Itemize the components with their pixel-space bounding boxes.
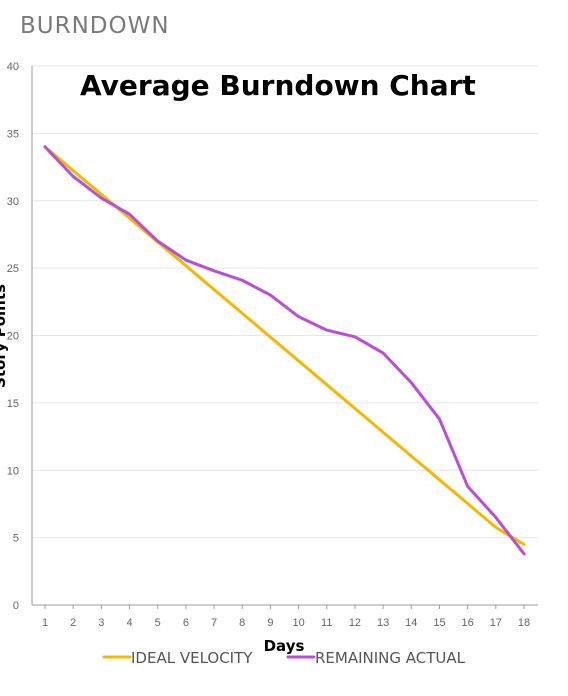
y-tick-label: 30 bbox=[7, 196, 19, 208]
legend: IDEAL VELOCITY REMAINING ACTUAL bbox=[102, 649, 466, 667]
x-tick-label: 16 bbox=[462, 617, 474, 629]
chart-title: Average Burndown Chart bbox=[80, 69, 476, 102]
y-tick-label: 35 bbox=[7, 128, 19, 140]
y-tick-label: 10 bbox=[7, 465, 19, 477]
legend-label: IDEAL VELOCITY bbox=[131, 649, 253, 667]
y-tick-label: 0 bbox=[13, 600, 19, 612]
x-tick-label: 12 bbox=[349, 617, 361, 629]
y-tick-label: 40 bbox=[7, 61, 19, 73]
series-line-ideal-velocity bbox=[43, 145, 526, 546]
y-tick-label: 20 bbox=[7, 331, 19, 343]
x-tick-label: 13 bbox=[377, 617, 389, 629]
page-heading: BURNDOWN bbox=[20, 13, 170, 39]
x-tick-label: 11 bbox=[321, 617, 332, 629]
x-tick-label: 4 bbox=[126, 617, 132, 629]
x-tick-label: 15 bbox=[433, 617, 445, 629]
x-tick-label: 9 bbox=[267, 617, 273, 629]
x-tick-label: 5 bbox=[155, 617, 161, 629]
grid bbox=[32, 65, 538, 539]
legend-label: REMAINING ACTUAL bbox=[315, 649, 466, 667]
y-tick-label: 25 bbox=[7, 263, 19, 275]
series-layer bbox=[43, 145, 526, 556]
x-tick-label: 14 bbox=[405, 617, 417, 629]
y-axis-label: Story Points bbox=[0, 284, 9, 388]
x-tick-label: 8 bbox=[239, 617, 245, 629]
x-tick-label: 3 bbox=[98, 617, 104, 629]
x-axis-label: Days bbox=[264, 637, 305, 655]
series-line-remaining-actual bbox=[43, 145, 526, 556]
y-tick-label: 15 bbox=[7, 398, 19, 410]
x-tick-label: 18 bbox=[518, 617, 530, 629]
x-tick-label: 10 bbox=[292, 617, 304, 629]
x-tick-label: 17 bbox=[490, 617, 502, 629]
x-tick-label: 7 bbox=[211, 617, 217, 629]
x-tick-label: 6 bbox=[183, 617, 189, 629]
x-tick-label: 2 bbox=[70, 617, 76, 629]
x-tick-label: 1 bbox=[42, 617, 48, 629]
y-tick-label: 5 bbox=[13, 533, 19, 545]
